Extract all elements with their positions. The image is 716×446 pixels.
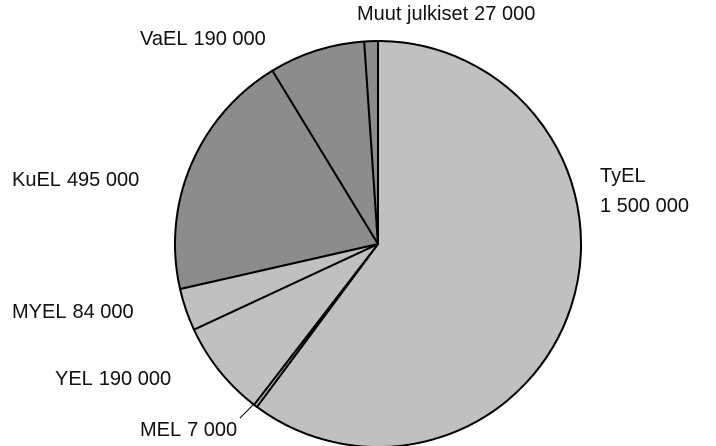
pie-slice — [192, 243, 379, 406]
category-name: Muut julkiset — [357, 3, 469, 25]
slice-label: Muut julkiset 27 000 — [357, 3, 535, 25]
slice-label: MEL 7 000 — [140, 419, 237, 441]
pie-slice — [363, 40, 379, 245]
category-name: VaEL — [140, 28, 187, 50]
category-name: TyEL — [600, 165, 646, 187]
slice-label: TyEL 1 500 000 — [600, 165, 689, 217]
category-name: MEL — [140, 419, 181, 441]
value-label: 495 000 — [67, 169, 139, 191]
slice-label: MYEL 84 000 — [12, 301, 134, 323]
value-label: 190 000 — [193, 28, 265, 50]
pie-slice — [255, 40, 582, 446]
value-label: 84 000 — [72, 301, 133, 323]
pie-slice — [271, 40, 379, 245]
value-label: 190 000 — [99, 368, 171, 390]
value-label: 1 500 000 — [600, 195, 689, 217]
value-label: 7 000 — [187, 419, 237, 441]
pie-slice — [174, 69, 379, 291]
slice-label: YEL 190 000 — [55, 368, 171, 390]
category-name: KuEL — [12, 169, 61, 191]
slice-label: KuEL 495 000 — [12, 169, 139, 191]
slice-label: VaEL 190 000 — [140, 28, 266, 50]
value-label: 27 000 — [474, 3, 535, 25]
leader-line — [239, 401, 257, 419]
category-name: YEL — [55, 368, 93, 390]
category-name: MYEL — [12, 301, 66, 323]
